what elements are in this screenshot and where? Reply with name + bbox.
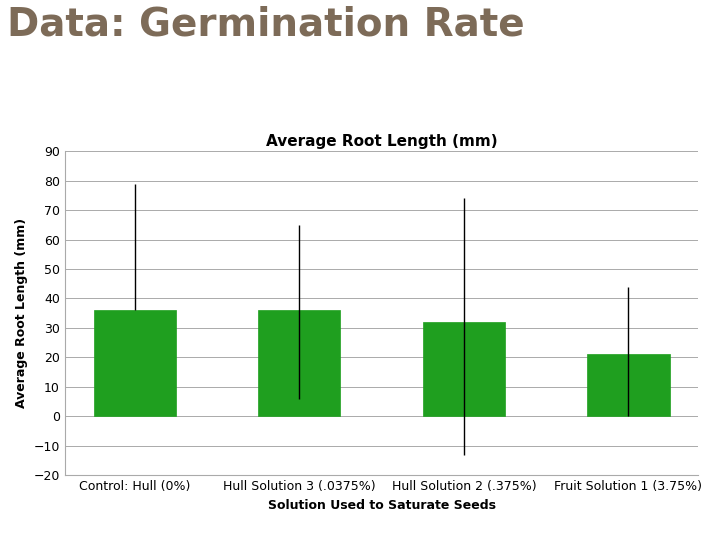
Bar [94, 310, 176, 416]
Bar [423, 322, 505, 416]
Bar [258, 310, 341, 416]
Y-axis label: Average Root Length (mm): Average Root Length (mm) [15, 218, 28, 408]
Title: Average Root Length (mm): Average Root Length (mm) [266, 133, 498, 148]
X-axis label: Solution Used to Saturate Seeds: Solution Used to Saturate Seeds [268, 498, 495, 511]
Bar [588, 354, 670, 416]
Text: Data: Germination Rate: Data: Germination Rate [7, 5, 525, 43]
